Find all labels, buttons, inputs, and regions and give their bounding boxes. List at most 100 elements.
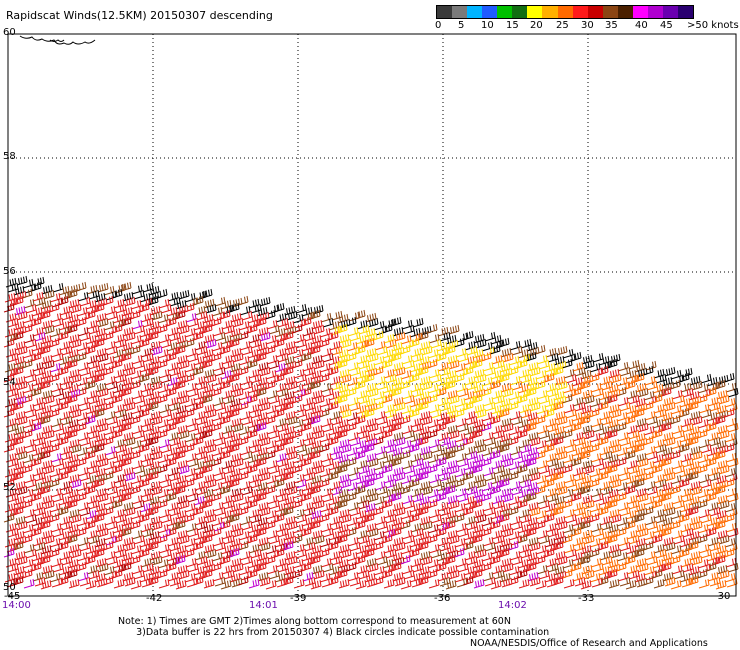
wind-barb [6, 437, 18, 448]
wind-barb [329, 515, 341, 526]
wind-barb [58, 530, 70, 541]
wind-barb [411, 402, 423, 413]
wind-barb [356, 459, 368, 470]
wind-barb [32, 396, 44, 407]
wind-barb [39, 309, 51, 320]
wind-barb [653, 578, 665, 589]
wind-barb [545, 487, 557, 498]
wind-barb [421, 380, 433, 391]
wind-barb [579, 554, 591, 565]
wind-barb [175, 299, 187, 310]
wind-barb [327, 540, 339, 551]
wind-barb [230, 347, 242, 358]
wind-barb [166, 306, 178, 317]
wind-barb [33, 416, 45, 427]
wind-barb [96, 402, 108, 413]
wind-barb [570, 351, 582, 362]
wind-barb [438, 416, 450, 427]
wind-barb [122, 326, 134, 337]
wind-barb [313, 359, 325, 370]
wind-barb [597, 505, 609, 516]
wind-barb [328, 530, 340, 541]
wind-barb [597, 435, 609, 446]
wind-barb [669, 414, 681, 425]
wind-barb [445, 544, 457, 555]
wind-barb [257, 326, 269, 337]
wind-barb [274, 327, 286, 338]
wind-barb [149, 445, 161, 456]
wind-barb [7, 492, 19, 503]
wind-barb [574, 471, 586, 482]
wind-barb [500, 417, 512, 428]
wind-barb [149, 305, 161, 316]
wind-barb [4, 572, 16, 583]
wind-barb [445, 474, 457, 485]
wind-barb [102, 540, 114, 551]
wind-barb [412, 527, 424, 538]
wind-barb [583, 464, 595, 475]
wind-barb [75, 351, 87, 362]
wind-barb [167, 466, 179, 477]
wind-barb [383, 473, 395, 484]
wind-barb [12, 365, 24, 376]
wind-barb [528, 416, 540, 427]
wind-barb [140, 347, 152, 358]
wind-barb [40, 474, 52, 485]
wind-barb [517, 383, 529, 394]
wind-barb [448, 359, 460, 370]
wind-barb [194, 305, 206, 316]
wind-barb [652, 558, 664, 569]
wind-barb [642, 470, 654, 481]
wind-barb [70, 548, 82, 559]
wind-barb [354, 519, 366, 530]
wind-barb [312, 479, 324, 490]
wind-barb [544, 362, 556, 373]
wind-barb [147, 470, 159, 481]
wind-barb [516, 463, 528, 474]
wind-barb [554, 515, 566, 526]
wind-barb [475, 443, 487, 454]
wind-barb [276, 437, 288, 448]
wind-barb [194, 410, 206, 421]
wind-barb [480, 386, 492, 397]
wind-barb [501, 577, 513, 588]
wind-barb [628, 359, 640, 370]
wind-barb [115, 303, 127, 314]
wind-barb [705, 491, 717, 502]
wind-barb [554, 550, 566, 561]
wind-barb [68, 438, 80, 449]
wind-barb [258, 451, 270, 462]
wind-barb [122, 571, 134, 582]
wind-barb [313, 429, 325, 440]
wind-barb [21, 288, 33, 299]
wind-barb [93, 477, 105, 488]
wind-barb [70, 513, 82, 524]
wind-barb [572, 431, 584, 442]
wind-barb [59, 515, 71, 526]
wind-barb [34, 576, 46, 587]
wind-barb [446, 354, 458, 365]
wind-barb [93, 372, 105, 383]
wind-barb [688, 460, 700, 471]
wind-barb [177, 514, 189, 525]
wind-barb [310, 579, 322, 590]
wind-barb [610, 548, 622, 559]
wind-barb [60, 360, 72, 371]
wind-barb [276, 507, 288, 518]
wind-barb [113, 438, 125, 449]
wind-barb [381, 428, 393, 439]
wind-barb [169, 471, 181, 482]
wind-barb [15, 570, 27, 581]
wind-barb [453, 372, 465, 383]
wind-barb [13, 565, 25, 576]
wind-barb [112, 348, 124, 359]
wind-barb [248, 438, 260, 449]
wind-barb [447, 409, 459, 420]
wind-barb [500, 557, 512, 568]
wind-barb [438, 486, 450, 497]
wind-barb [205, 548, 217, 559]
wind-barb [492, 549, 504, 560]
wind-barb [300, 561, 312, 572]
wind-barb [579, 519, 591, 530]
wind-barb [176, 494, 188, 505]
